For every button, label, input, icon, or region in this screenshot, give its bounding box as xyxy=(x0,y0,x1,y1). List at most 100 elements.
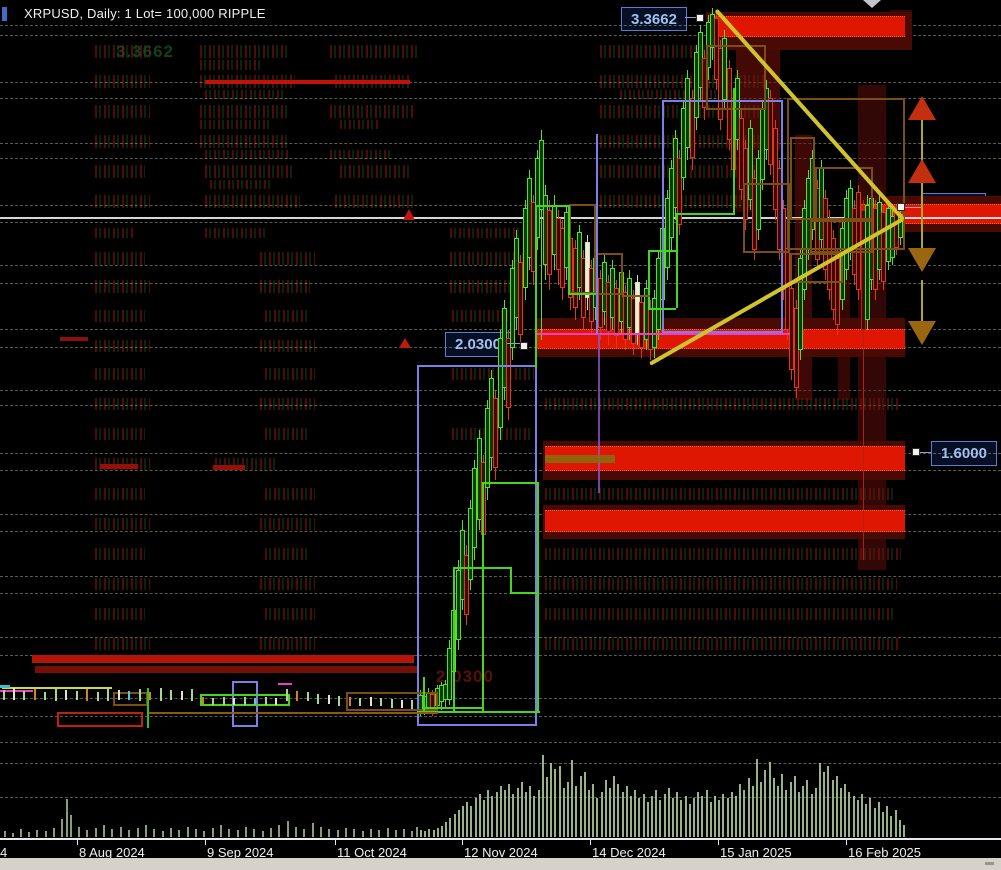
indicator-segment xyxy=(147,688,149,728)
object-box[interactable] xyxy=(706,45,766,110)
volume-bar xyxy=(420,830,422,837)
volume-bar xyxy=(170,828,172,837)
mini-candle-tick xyxy=(34,689,36,700)
volume-bar xyxy=(718,800,720,837)
label-anchor-marker[interactable] xyxy=(897,203,905,211)
label-anchor-marker[interactable] xyxy=(520,342,528,350)
volume-bar xyxy=(895,810,897,837)
volume-bar xyxy=(538,790,540,837)
volume-bar xyxy=(449,818,451,837)
redraw-artifact-row xyxy=(265,488,315,500)
volume-bar xyxy=(685,796,687,837)
label-anchor-marker[interactable] xyxy=(912,448,920,456)
candle-wick xyxy=(541,130,542,340)
object-box[interactable] xyxy=(790,253,843,283)
volume-bar xyxy=(605,780,607,837)
candle-body xyxy=(614,288,619,336)
mini-candle-tick xyxy=(65,690,67,700)
volume-bar xyxy=(869,798,871,837)
axis-tick xyxy=(205,840,206,845)
volume-bar xyxy=(462,806,464,837)
down-arrow-icon[interactable] xyxy=(863,0,881,8)
volume-bar xyxy=(500,786,502,837)
object-box[interactable] xyxy=(810,220,873,253)
object-box[interactable] xyxy=(200,694,290,706)
chart-surface[interactable]: XRPUSD, Daily: 1 Lot= 100,000 RIPPLE 3.3… xyxy=(0,0,1001,838)
up-arrow-icon[interactable] xyxy=(908,159,936,183)
supply-demand-zone[interactable] xyxy=(712,16,905,37)
volume-bar xyxy=(20,829,22,837)
volume-bar xyxy=(416,827,418,837)
volume-bar xyxy=(512,794,514,837)
object-box[interactable] xyxy=(815,167,873,220)
volume-bar xyxy=(328,829,330,837)
indicator-segment xyxy=(535,205,537,368)
grid-line xyxy=(0,283,1001,284)
volume-bar xyxy=(120,827,122,837)
down-arrow-icon[interactable] xyxy=(908,248,936,272)
candle-body xyxy=(464,555,469,615)
redraw-artifact-row xyxy=(265,310,310,322)
axis-date-label: 4 xyxy=(0,845,8,860)
date-axis[interactable]: 4 8 Aug 2024 9 Sep 2024 11 Oct 2024 12 Nov 2… xyxy=(0,838,1001,860)
volume-bar xyxy=(345,828,347,837)
volume-bar xyxy=(596,798,598,837)
redraw-artifact-row xyxy=(600,135,760,148)
price-label-high[interactable]: 3.3662 xyxy=(621,7,687,31)
volume-bar xyxy=(815,788,817,837)
redraw-artifact-row xyxy=(95,280,150,293)
volume-bar xyxy=(137,828,139,837)
mini-candle-tick xyxy=(244,697,246,705)
up-arrow-icon[interactable] xyxy=(403,209,415,220)
volume-bar xyxy=(764,770,766,837)
candle-body xyxy=(789,288,794,370)
indicator-segment xyxy=(685,17,696,18)
indicator-segment xyxy=(141,712,143,727)
volume-bar xyxy=(303,829,305,837)
object-box[interactable] xyxy=(743,183,790,253)
volume-bar xyxy=(613,776,615,837)
indicator-segment xyxy=(598,333,600,493)
object-box[interactable] xyxy=(569,204,596,294)
volume-bar xyxy=(743,790,745,837)
redraw-artifact-row xyxy=(200,105,290,118)
redraw-artifact-row xyxy=(95,488,145,500)
up-arrow-icon[interactable] xyxy=(908,96,936,120)
mini-candle-tick xyxy=(160,688,162,701)
up-arrow-icon[interactable] xyxy=(399,338,411,348)
arrow-stem xyxy=(921,280,923,321)
volume-bar xyxy=(773,778,775,837)
redraw-artifact-row xyxy=(95,75,150,88)
object-box[interactable] xyxy=(790,137,815,220)
volume-bar xyxy=(651,796,653,837)
volume-bar xyxy=(508,784,510,837)
mini-candle-tick xyxy=(55,688,57,701)
volume-bar xyxy=(802,786,804,837)
scrollbar-nub[interactable] xyxy=(985,862,994,865)
axis-tick xyxy=(335,840,336,845)
mini-candle-tick xyxy=(44,692,46,700)
grid-line xyxy=(0,25,1001,26)
volume-bar xyxy=(630,796,632,837)
object-box[interactable] xyxy=(595,253,623,295)
mini-candle-tick xyxy=(307,692,309,701)
volume-bar xyxy=(28,832,30,837)
down-arrow-icon[interactable] xyxy=(908,321,936,345)
volume-bar xyxy=(756,759,758,837)
volume-bar xyxy=(162,831,164,837)
volume-bar xyxy=(592,784,594,837)
object-box[interactable] xyxy=(346,692,438,711)
supply-demand-zone[interactable] xyxy=(545,510,905,532)
volume-bar xyxy=(769,762,771,837)
candle-body xyxy=(685,78,690,148)
object-box[interactable] xyxy=(417,365,537,726)
window-bottom-strip xyxy=(0,858,1001,870)
mini-candle-tick xyxy=(317,694,319,704)
indicator-segment xyxy=(596,134,598,334)
object-box[interactable] xyxy=(662,100,783,333)
grid-line xyxy=(0,158,1001,159)
axis-date-label: 14 Dec 2024 xyxy=(592,845,666,860)
volume-bar xyxy=(617,784,619,837)
indicator-segment xyxy=(0,690,33,692)
label-anchor-marker[interactable] xyxy=(696,14,704,22)
